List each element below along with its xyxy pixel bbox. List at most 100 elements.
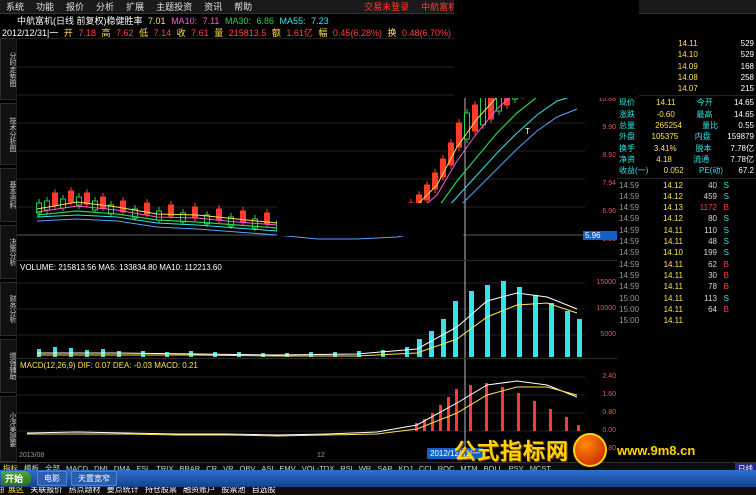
level-price: 14.07 — [677, 84, 698, 94]
stat-label: 收益(一) — [619, 166, 649, 176]
tick-price: 14.10 — [662, 248, 683, 258]
q2-7: 收 — [176, 28, 186, 38]
tick-qty: 1172 — [699, 203, 717, 213]
indicator-item-18[interactable]: CCI — [418, 464, 432, 473]
menu-item-login-status[interactable]: 交易未登录 — [364, 2, 410, 12]
tick-side — [717, 315, 729, 326]
rail-tab-6[interactable]: 小浮美提要 — [0, 396, 17, 462]
q2-0: 2012/12/31|一 — [2, 28, 59, 38]
rail-tab-2[interactable]: 基本资料 — [0, 168, 17, 222]
rail-tab-5[interactable]: 增强辅助 — [0, 339, 17, 393]
tick-qty: 48 — [708, 237, 717, 247]
indicator-item-6[interactable]: TRIX — [156, 464, 174, 473]
menu-item-function[interactable]: 功能 — [36, 2, 55, 12]
start-button[interactable]: 开始 — [1, 471, 32, 486]
menu-item-theme-invest[interactable]: 主题投资 — [156, 2, 193, 12]
tick-qty: 78 — [708, 282, 717, 292]
stat-label2: 今开 — [696, 98, 713, 108]
stat-label: 外盘 — [619, 132, 635, 142]
q2-15: 换 — [387, 28, 397, 38]
tick-price: 14.12 — [662, 180, 683, 190]
level-size: 529 — [740, 50, 754, 60]
date-tick-2: 13 — [557, 452, 565, 459]
tick-price: 14.11 — [663, 225, 683, 235]
macd-axis: 2.40 1.60 0.80 0.00 -0.80 — [585, 359, 617, 459]
menu-item-news[interactable]: 资讯 — [204, 2, 223, 12]
indicator-item-19[interactable]: ROC — [437, 464, 455, 473]
menu-item-analysis[interactable]: 分析 — [96, 2, 115, 12]
stat-label: 总量 — [619, 121, 635, 131]
menu-item-quote[interactable]: 报价 — [66, 2, 85, 12]
indicator-item-1[interactable]: 全部 — [45, 464, 60, 473]
rail-tab-0[interactable]: 分时走势图 — [0, 38, 17, 100]
indicator-item-14[interactable]: RSI — [340, 464, 353, 473]
taskbar-item-1[interactable]: 天置宽窄 — [71, 471, 118, 486]
q2-10: 215813.5 — [228, 28, 267, 38]
stat-label2: 量比 — [702, 121, 719, 131]
stat-value2: 14.65 — [733, 98, 754, 108]
indicator-item-20[interactable]: MTM — [460, 464, 478, 473]
indicator-item-4[interactable]: DMA — [113, 464, 131, 473]
left-tool-rail[interactable]: 分时走势图 技术分析图 基本资料 决策分析 财务分析 增强辅助 小浮美提要 — [0, 38, 17, 462]
tick-price: 14.11 — [663, 316, 683, 326]
stat-value: 0.052 — [663, 166, 684, 176]
level-size: 258 — [740, 72, 754, 82]
indicator-item-12[interactable]: EMV — [279, 464, 296, 473]
stat-value: 4.18 — [656, 154, 672, 164]
menu-bar[interactable]: 系统 功能 报价 分析 扩展 主题投资 资讯 帮助 交易未登录 中航富机2013… — [0, 0, 756, 14]
indicator-item-2[interactable]: MACD — [66, 464, 89, 473]
indicator-item-7[interactable]: BRAR — [179, 464, 201, 473]
menu-item-help[interactable]: 帮助 — [234, 2, 253, 12]
tick-qty: 64 — [708, 304, 717, 314]
quote-header-line1: 中航富机(日线 前复权)稳健胜率 7.01 MA10: 7.11 MA30: 6… — [17, 14, 332, 26]
indicator-item-13[interactable]: VOL-TDX — [301, 464, 335, 473]
q2-9: 量 — [214, 28, 224, 38]
indicator-item-17[interactable]: KDJ — [398, 464, 413, 473]
tick-row: 14:59 14.11 110 S — [617, 225, 756, 236]
q2-13: 幅 — [318, 28, 328, 38]
tick-row: 14:59 14.12 40 S — [617, 180, 756, 191]
macd-svg — [17, 359, 585, 457]
volume-pane[interactable]: VOLUME: 215813.56 MA5: 133834.80 MA10: 1… — [17, 261, 617, 359]
taskbar[interactable]: 开始 电影 天置宽窄 — [0, 470, 756, 487]
indicator-item-0[interactable]: 模板 — [24, 464, 39, 473]
indicator-item-22[interactable]: PSY — [508, 464, 524, 473]
indicator-item-23[interactable]: MCST — [529, 464, 551, 473]
indicator-item-10[interactable]: OBV — [239, 464, 256, 473]
q1-0: 中航富机(日线 前复权)稳健胜率 — [17, 16, 143, 26]
indicator-item-9[interactable]: VR — [223, 464, 234, 473]
indicator-item-3[interactable]: DMI — [94, 464, 108, 473]
divider — [617, 177, 756, 179]
macd-pane[interactable]: MACD(12,26,9) DIF: 0.07 DEA: -0.03 MACD:… — [17, 359, 617, 459]
tick-qty: 80 — [708, 214, 717, 224]
stat-label2: 最高 — [696, 109, 713, 119]
chart-area[interactable]: 12.8% ↗ 2.93 T 12.84 11.86 10.88 9.90 8.… — [16, 38, 618, 464]
tick-row: 14:59 14.10 199 S — [617, 247, 756, 258]
taskbar-item-0[interactable]: 电影 — [37, 471, 68, 486]
indicator-item-16[interactable]: SAR — [377, 464, 393, 473]
tick-side: S — [723, 293, 729, 303]
q1-2: MA10: — [171, 16, 198, 26]
indicator-item-5[interactable]: FSL — [136, 464, 151, 473]
q2-5: 低 — [139, 28, 149, 38]
rail-tab-4[interactable]: 财务分析 — [0, 282, 17, 336]
rail-tab-1[interactable]: 技术分析图 — [0, 103, 17, 165]
indicator-item-11[interactable]: ASI — [261, 464, 274, 473]
menu-item-system[interactable]: 系统 — [6, 2, 25, 12]
indicator-item-21[interactable]: BOLL — [483, 464, 503, 473]
rail-tab-3[interactable]: 决策分析 — [0, 225, 17, 279]
tick-side: S — [723, 248, 729, 258]
stat-label: 涨跌 — [619, 109, 635, 119]
tick-price: 14.11 — [663, 293, 683, 303]
price-tick-3: 9.90 — [602, 124, 616, 131]
indicator-item-8[interactable]: CR — [206, 464, 218, 473]
period-selector-daily[interactable]: 日线 — [735, 463, 756, 474]
q2-14: 0.45(6.28%) — [332, 28, 382, 38]
indicator-item-15[interactable]: WR — [358, 464, 372, 473]
quote-panel[interactable]: 卖二 14.11 529 买二 14.10 529 买三 14.09 168 买… — [617, 38, 756, 462]
tick-qty: 113 — [704, 293, 717, 303]
tick-time: 14:59 — [619, 248, 640, 258]
menu-item-extend[interactable]: 扩展 — [126, 2, 145, 12]
stat-label2: 脱本 — [695, 143, 712, 153]
stat-value2: 67.2 — [738, 166, 754, 176]
